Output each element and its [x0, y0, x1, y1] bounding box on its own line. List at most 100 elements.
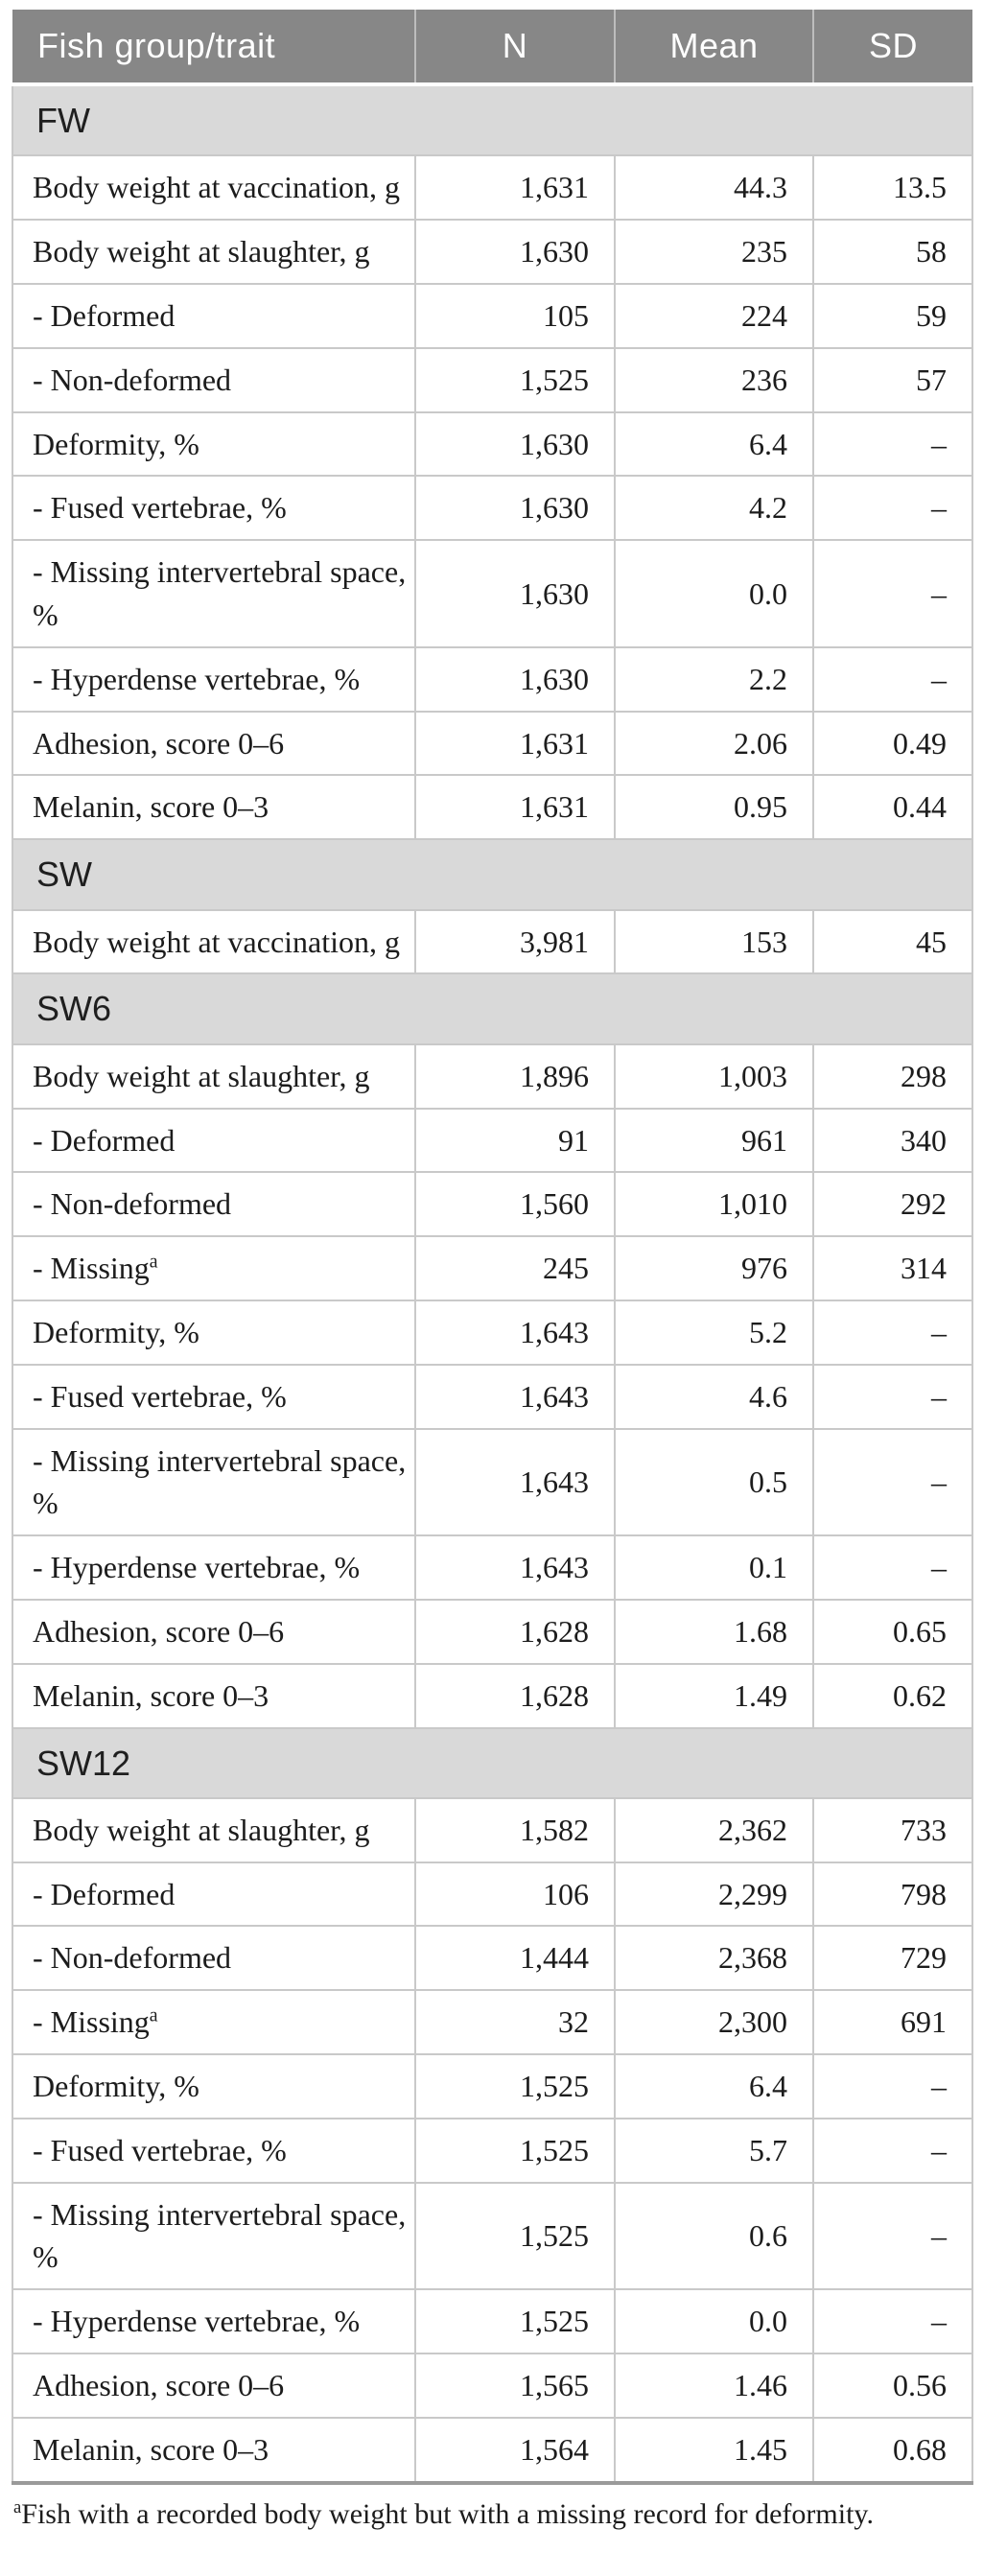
n-cell: 1,643: [414, 1363, 616, 1430]
mean-cell: 224: [614, 282, 814, 349]
trait-cell: Adhesion, score 0–6: [12, 2353, 416, 2419]
n-cell: 1,525: [414, 2053, 616, 2119]
table-row: - Missing intervertebral space, % 1,630 0.…: [12, 539, 973, 648]
sd-cell: 314: [812, 1235, 973, 1301]
table-row: - Missing intervertebral space, % 1,643 0.…: [12, 1427, 973, 1537]
trait-cell: Melanin, score 0–3: [12, 1662, 416, 1729]
mean-cell: 0.0: [614, 2288, 814, 2355]
sd-cell: 58: [812, 219, 973, 285]
table-header: Fish group/trait N Mean SD: [12, 10, 972, 86]
trait-cell: - Deformed: [12, 282, 416, 349]
trait-cell: Melanin, score 0–3: [12, 774, 416, 841]
table-row: Body weight at vaccination, g 1,631 44.3 13…: [12, 154, 973, 222]
sd-cell: 45: [812, 908, 973, 975]
n-cell: 1,643: [414, 1427, 616, 1537]
mean-cell: 5.7: [614, 2117, 814, 2184]
section-row-sw: SW: [12, 838, 973, 911]
n-cell: 1,630: [414, 219, 616, 285]
table-row: - Hyperdense vertebrae, % 1,525 0.0–: [12, 2288, 973, 2355]
n-cell: 1,631: [414, 774, 616, 841]
mean-cell: 961: [614, 1107, 814, 1174]
table-row: Melanin, score 0–3 1,631 0.95 0.44: [12, 774, 973, 841]
mean-cell: 1.46: [614, 2353, 814, 2419]
trait-cell: - Missinga: [12, 1235, 416, 1301]
n-cell: 105: [414, 282, 616, 349]
trait-cell: Body weight at vaccination, g: [12, 908, 416, 975]
trait-cell: - Missing intervertebral space, %: [12, 1427, 416, 1537]
footnote-text: Fish with a recorded body weight but wit…: [21, 2497, 874, 2530]
mean-cell: 1,010: [614, 1171, 814, 1238]
sd-cell: –: [812, 1534, 973, 1601]
table-row: - Deformed 105 224 59: [12, 282, 973, 349]
section-label: FW: [12, 82, 973, 157]
section-row-sw6: SW6: [12, 972, 973, 1045]
table-row: Body weight at vaccination, g 3,981 153 45: [12, 908, 973, 975]
trait-cell: - Missing intervertebral space, %: [12, 2181, 416, 2291]
header-sd: SD: [812, 10, 972, 86]
mean-cell: 1.49: [614, 1662, 814, 1729]
n-cell: 1,560: [414, 1171, 616, 1238]
sd-cell: 0.62: [812, 1662, 973, 1729]
trait-cell: - Non-deformed: [12, 346, 416, 413]
sd-cell: –: [812, 645, 973, 713]
n-cell: 1,643: [414, 1299, 616, 1366]
table-row: Adhesion, score 0–6 1,628 1.68 0.65: [12, 1598, 973, 1665]
table-row: - Non-deformed 1,525 236 57: [12, 346, 973, 413]
mean-cell: 1.45: [614, 2416, 814, 2484]
mean-cell: 0.95: [614, 774, 814, 841]
header-fish-group-trait: Fish group/trait: [12, 10, 415, 86]
sd-cell: 0.68: [812, 2416, 973, 2484]
sd-cell: –: [812, 2181, 973, 2291]
n-cell: 1,525: [414, 2288, 616, 2355]
table-row: - Hyperdense vertebrae, % 1,630 2.2–: [12, 645, 973, 713]
sd-cell: 0.44: [812, 774, 973, 841]
mean-cell: 0.1: [614, 1534, 814, 1601]
mean-cell: 4.2: [614, 475, 814, 542]
sd-cell: –: [812, 1363, 973, 1430]
trait-cell: Melanin, score 0–3: [12, 2416, 416, 2484]
trait-cell: Body weight at vaccination, g: [12, 154, 416, 222]
mean-cell: 0.6: [614, 2181, 814, 2291]
table-row: - Hyperdense vertebrae, % 1,643 0.1–: [12, 1534, 973, 1601]
mean-cell: 236: [614, 346, 814, 413]
mean-cell: 1,003: [614, 1042, 814, 1110]
table-row: Adhesion, score 0–6 1,631 2.06 0.49: [12, 710, 973, 777]
trait-cell: Deformity, %: [12, 410, 416, 478]
sd-cell: 0.65: [812, 1598, 973, 1665]
table-row: Adhesion, score 0–6 1,565 1.46 0.56: [12, 2353, 973, 2419]
header-mean: Mean: [614, 10, 813, 86]
n-cell: 1,896: [414, 1042, 616, 1110]
sd-cell: 0.49: [812, 710, 973, 777]
trait-cell: Adhesion, score 0–6: [12, 1598, 416, 1665]
n-cell: 245: [414, 1235, 616, 1301]
mean-cell: 5.2: [614, 1299, 814, 1366]
table-row: - Non-deformed 1,444 2,368 729: [12, 1925, 973, 1992]
section-row-fw: FW: [12, 82, 973, 157]
table-row: - Fused vertebrae, % 1,525 5.7–: [12, 2117, 973, 2184]
table-body: FW Body weight at vaccination, g 1,631 44.3…: [12, 82, 973, 2484]
sd-cell: 13.5: [812, 154, 973, 222]
trait-cell: - Fused vertebrae, %: [12, 2117, 416, 2184]
sd-cell: –: [812, 539, 973, 648]
footnote-marker: a: [13, 2496, 22, 2517]
n-cell: 1,582: [414, 1796, 616, 1863]
trait-cell: - Non-deformed: [12, 1171, 416, 1238]
n-cell: 1,444: [414, 1925, 616, 1992]
section-row-sw12: SW12: [12, 1726, 973, 1799]
n-cell: 1,525: [414, 2117, 616, 2184]
trait-cell: - Fused vertebrae, %: [12, 475, 416, 542]
trait-cell: Body weight at slaughter, g: [12, 1796, 416, 1863]
sd-cell: 292: [812, 1171, 973, 1238]
mean-cell: 2,299: [614, 1861, 814, 1928]
trait-cell: - Hyperdense vertebrae, %: [12, 1534, 416, 1601]
trait-cell: Adhesion, score 0–6: [12, 710, 416, 777]
sd-cell: –: [812, 410, 973, 478]
table-row: Deformity, % 1,643 5.2–: [12, 1299, 973, 1366]
n-cell: 1,565: [414, 2353, 616, 2419]
mean-cell: 6.4: [614, 2053, 814, 2119]
trait-cell: - Hyperdense vertebrae, %: [12, 2288, 416, 2355]
section-label: SW12: [12, 1726, 973, 1799]
mean-cell: 0.0: [614, 539, 814, 648]
mean-cell: 976: [614, 1235, 814, 1301]
